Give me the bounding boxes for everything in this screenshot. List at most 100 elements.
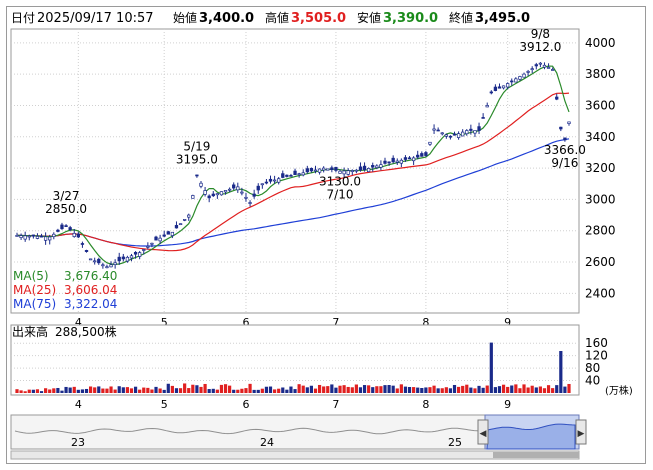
volume-bar	[232, 389, 236, 393]
volume-bar	[285, 389, 289, 393]
candle-body	[240, 191, 244, 194]
candle	[35, 233, 40, 240]
volume-bar	[170, 385, 174, 393]
candle-body	[461, 131, 465, 137]
candle-body	[301, 172, 305, 176]
candle	[522, 72, 526, 78]
candle	[277, 176, 281, 185]
volume-bar	[260, 388, 264, 393]
ma-legend: MA(5) 3,676.40 MA(25) 3,606.04 MA(75) 3,…	[13, 269, 117, 311]
candle-body	[297, 173, 301, 176]
candle-body	[501, 85, 506, 89]
candle	[227, 187, 232, 193]
candle	[497, 83, 502, 89]
candle	[27, 234, 31, 241]
candle-body	[555, 96, 559, 100]
candle	[567, 121, 571, 126]
ma5-label: MA(5)	[13, 269, 49, 283]
candle	[146, 242, 150, 250]
volume-bar	[506, 386, 510, 393]
candle-body	[497, 86, 502, 89]
candle-body	[346, 170, 350, 175]
candle	[362, 162, 367, 172]
volume-bar	[150, 389, 154, 393]
candle	[330, 165, 334, 173]
candle-body	[407, 157, 412, 160]
price-y-axis: 2400 2600 2800 3000 3200 3400 3600 3800 4000	[585, 36, 616, 301]
x-tick-label: 7	[332, 398, 339, 411]
candle-body	[387, 161, 391, 164]
navigator-right-handle[interactable]: ▶	[575, 419, 587, 445]
volume-bar	[207, 389, 211, 393]
candle-body	[76, 233, 80, 238]
candle-body	[72, 232, 76, 237]
candle-body	[510, 80, 514, 83]
navigator[interactable]: ◀ ▶ 23 24 25	[10, 414, 587, 460]
volume-tick-label: 160	[585, 336, 608, 350]
candle-body	[125, 256, 130, 262]
annotation-label: 5/19	[183, 140, 210, 154]
ma75-value: 3,322.04	[64, 297, 117, 311]
candle-body	[354, 169, 359, 172]
candle-body	[268, 178, 273, 182]
volume-bar	[407, 386, 412, 393]
low-label: 安値	[357, 10, 381, 25]
volume-plot-area	[10, 324, 580, 396]
candle	[461, 129, 465, 137]
volume-bar	[493, 387, 497, 393]
candle-body	[465, 130, 469, 135]
candle-body	[526, 71, 530, 73]
candle-body	[256, 185, 260, 191]
volume-bar	[277, 388, 281, 393]
navigator-scroll-thumb[interactable]	[493, 452, 579, 458]
x-tick-label: 9	[504, 398, 511, 411]
volume-bar	[264, 386, 269, 393]
candle-body	[113, 262, 117, 265]
navigator-left-handle[interactable]: ◀	[477, 419, 489, 445]
candle-body	[420, 153, 424, 157]
y-tick-label: 2800	[585, 224, 616, 238]
candle-body	[207, 195, 211, 199]
candle	[420, 151, 424, 157]
volume-bar	[133, 386, 138, 393]
candle-body	[56, 229, 60, 232]
candle-body	[403, 157, 408, 160]
candle-body	[411, 157, 416, 162]
volume-bar	[174, 388, 179, 393]
candle	[403, 155, 408, 162]
candle	[158, 234, 162, 245]
candle	[113, 259, 117, 269]
volume-x-axis: 4 5 6 7 8 9	[75, 398, 511, 411]
candle-body	[559, 126, 563, 130]
candle-body	[399, 159, 404, 164]
volume-bar	[358, 387, 363, 393]
candle-body	[31, 234, 36, 237]
candle-body	[162, 234, 166, 237]
annotation-label: 3130.0	[319, 175, 361, 189]
high-label: 高値	[265, 10, 289, 25]
candle-body	[146, 246, 150, 248]
candle	[416, 150, 420, 160]
candle	[440, 132, 444, 136]
candle-body	[514, 78, 518, 83]
volume-bar	[559, 351, 563, 393]
volume-bar	[27, 389, 31, 393]
left-arrow-icon: ◀	[480, 429, 487, 439]
ma25-line	[16, 92, 570, 252]
volume-bar	[387, 385, 391, 393]
volume-bar	[457, 386, 461, 393]
annotation-label: 9/8	[531, 27, 550, 41]
volume-bar	[330, 384, 334, 393]
candle-body	[530, 68, 534, 71]
candle-body	[313, 169, 318, 172]
candle	[244, 192, 248, 202]
volume-bar	[481, 387, 485, 393]
x-tick-label: 9	[504, 316, 511, 329]
candle-body	[493, 86, 498, 91]
x-tick-label: 5	[161, 398, 168, 411]
x-tick-label: 4	[75, 398, 82, 411]
candle-body	[178, 223, 183, 226]
candle	[125, 255, 130, 263]
candle-body	[448, 135, 453, 138]
candle-body	[362, 165, 367, 171]
